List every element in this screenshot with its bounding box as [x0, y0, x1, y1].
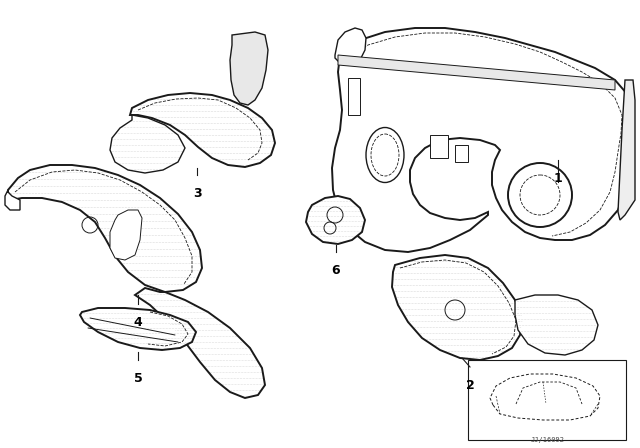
Polygon shape — [515, 295, 598, 355]
Bar — [468, 360, 626, 440]
Polygon shape — [130, 93, 275, 167]
Polygon shape — [348, 78, 360, 115]
Text: 2: 2 — [466, 379, 474, 392]
Polygon shape — [306, 196, 365, 244]
Polygon shape — [8, 165, 202, 292]
Polygon shape — [430, 135, 448, 158]
Text: 3: 3 — [193, 187, 202, 200]
Text: 4: 4 — [134, 316, 142, 329]
Polygon shape — [455, 145, 468, 162]
Polygon shape — [332, 28, 633, 252]
Polygon shape — [110, 115, 185, 173]
Text: JJ/16092: JJ/16092 — [531, 437, 565, 443]
Polygon shape — [110, 210, 142, 260]
Text: 5: 5 — [134, 372, 142, 385]
Polygon shape — [80, 308, 196, 350]
Polygon shape — [230, 32, 268, 105]
Text: 6: 6 — [332, 264, 340, 277]
Polygon shape — [5, 190, 20, 210]
Polygon shape — [618, 80, 635, 220]
Polygon shape — [135, 288, 265, 398]
Text: 1: 1 — [554, 172, 563, 185]
Polygon shape — [392, 255, 522, 360]
Polygon shape — [338, 55, 615, 90]
Ellipse shape — [366, 128, 404, 182]
Polygon shape — [335, 28, 366, 65]
